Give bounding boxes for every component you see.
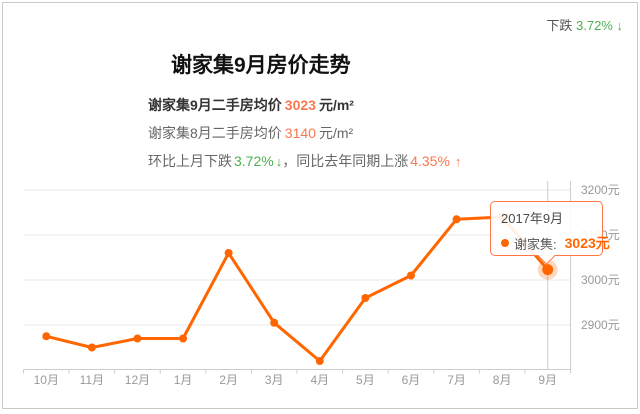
current-month-label: 谢家集9月二手房均价 bbox=[148, 97, 282, 113]
y-axis-label: 2900元 bbox=[581, 318, 620, 332]
prev-month-price-line: 谢家集8月二手房均价 3140 元/m² bbox=[148, 123, 353, 143]
x-axis-labels: 10月 11月 12月 1月 2月 3月 4月 5月 6月 7月 8月 9月 bbox=[34, 373, 557, 387]
data-point bbox=[315, 357, 324, 365]
yoy-up-arrow-icon: ↑ bbox=[454, 154, 462, 169]
data-point bbox=[406, 271, 415, 280]
y-axis-label: 3000元 bbox=[581, 273, 620, 287]
x-axis-label: 9月 bbox=[538, 373, 557, 387]
change-label: 下跌 bbox=[546, 18, 573, 33]
price-trend-card: 下跌 3.72% ↓ 谢家集9月房价走势 谢家集9月二手房均价 3023 元/m² … bbox=[2, 2, 638, 409]
y-axis-label: 3200元 bbox=[581, 183, 620, 197]
x-axis-label: 5月 bbox=[356, 373, 375, 387]
prev-month-value: 3140 bbox=[284, 125, 316, 141]
grid-lines bbox=[23, 189, 571, 326]
data-point bbox=[87, 343, 96, 352]
yoy-value: 4.35% bbox=[410, 153, 450, 169]
data-point bbox=[42, 332, 51, 341]
mom-down-arrow-icon: ↓ bbox=[275, 154, 283, 169]
x-axis-label: 1月 bbox=[174, 373, 193, 387]
current-month-unit: 元/m² bbox=[318, 97, 354, 113]
mom-value: 3.72% bbox=[234, 153, 274, 169]
price-line bbox=[44, 215, 550, 363]
page-title: 谢家集9月房价走势 bbox=[171, 54, 351, 77]
down-arrow-icon: ↓ bbox=[616, 18, 624, 33]
data-point bbox=[270, 318, 279, 327]
change-summary-line: 环比上月下跌 3.72% ↓，同比去年同期上涨 4.35% ↑ bbox=[148, 151, 464, 171]
data-point bbox=[179, 334, 188, 343]
chart-tooltip: 2017年9月 谢家集: 3023元 bbox=[490, 201, 610, 265]
x-axis-label: 2月 bbox=[219, 373, 238, 387]
overall-change-badge: 下跌 3.72% ↓ bbox=[546, 15, 623, 34]
prev-month-unit: 元/m² bbox=[318, 125, 354, 141]
x-axis-label: 7月 bbox=[447, 373, 466, 387]
x-axis-label: 11月 bbox=[80, 373, 104, 387]
data-point bbox=[133, 334, 142, 343]
current-month-price-line: 谢家集9月二手房均价 3023 元/m² bbox=[148, 95, 354, 115]
tooltip-date: 2017年9月 bbox=[501, 211, 564, 226]
highlighted-data-point bbox=[542, 264, 554, 276]
highlight-point bbox=[537, 259, 558, 280]
x-axis-label: 12月 bbox=[125, 373, 150, 387]
data-point bbox=[361, 294, 370, 302]
tooltip-value: 3023元 bbox=[564, 235, 610, 251]
yoy-label: 同比去年同期上涨 bbox=[296, 153, 409, 169]
x-axis-label: 6月 bbox=[402, 373, 421, 387]
data-point bbox=[224, 249, 233, 257]
x-axis-label: 10月 bbox=[34, 373, 59, 387]
mom-label: 环比上月下跌 bbox=[148, 153, 232, 169]
series-marker-icon bbox=[501, 239, 509, 247]
x-axis-label: 3月 bbox=[265, 373, 284, 387]
x-axis-label: 4月 bbox=[310, 373, 329, 387]
x-axis-label: 8月 bbox=[493, 373, 512, 387]
change-value: 3.72% bbox=[576, 18, 613, 33]
current-month-value: 3023 bbox=[284, 97, 316, 113]
prev-month-label: 谢家集8月二手房均价 bbox=[148, 125, 282, 141]
separator: ， bbox=[282, 153, 297, 169]
data-point bbox=[452, 215, 461, 224]
